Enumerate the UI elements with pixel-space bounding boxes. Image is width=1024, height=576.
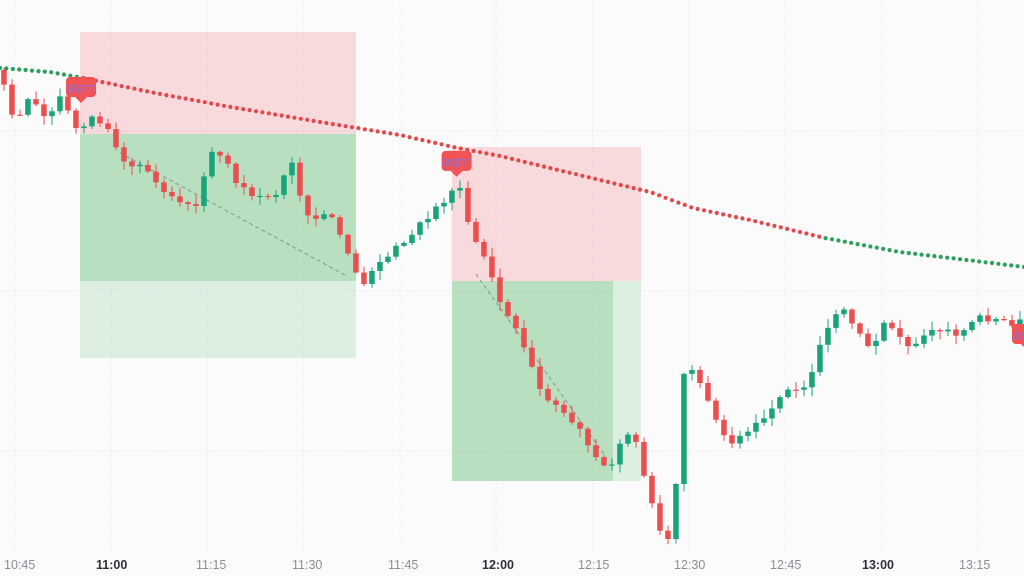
- svg-text:SELL: SELL: [1013, 329, 1024, 341]
- svg-text:SELL: SELL: [67, 82, 95, 94]
- svg-text:SELL: SELL: [443, 156, 471, 168]
